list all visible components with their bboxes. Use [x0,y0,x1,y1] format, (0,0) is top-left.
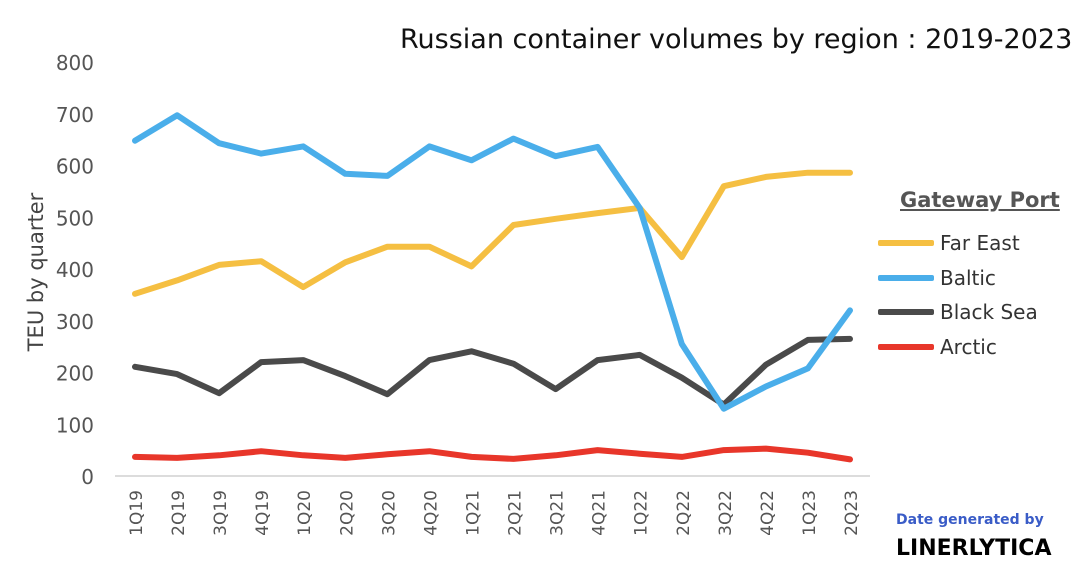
x-tick-label: 3Q22 [716,490,736,536]
legend: Gateway Port Far East Baltic Black Sea A… [878,188,1060,364]
credit-text: Date generated by [896,512,1044,528]
x-tick-label: 1Q21 [463,490,483,536]
legend-swatch-baltic [878,274,934,281]
legend-swatch-arctic [878,343,934,350]
y-tick-label: 600 [56,155,94,179]
y-axis-ticks: 0 100 200 300 400 500 600 700 800 [56,51,94,489]
y-tick-label: 100 [56,413,94,437]
x-tick-label: 4Q19 [253,490,273,536]
chart-title: Russian container volumes by region : 20… [400,24,1073,55]
y-tick-label: 700 [56,103,94,127]
legend-item-baltic: Baltic [878,261,1060,296]
x-tick-label: 3Q19 [211,490,231,536]
legend-label-arctic: Arctic [940,334,997,359]
x-tick-label: 1Q23 [800,490,820,536]
x-tick-label: 4Q22 [758,490,778,536]
x-tick-label: 3Q20 [379,490,399,536]
series-line-black-sea [132,335,853,408]
y-tick-label: 500 [56,206,94,230]
legend-label-baltic: Baltic [940,265,996,290]
y-tick-label: 0 [81,465,94,489]
legend-swatch-black-sea [878,309,934,316]
x-tick-label: 2Q22 [674,490,694,536]
x-tick-label: 1Q22 [632,490,652,536]
legend-label-black-sea: Black Sea [940,300,1038,325]
y-axis-label: TEU by quarter [24,192,48,352]
x-tick-label: 4Q21 [590,490,610,536]
legend-item-arctic: Arctic [878,330,1060,365]
series-lines [132,112,853,463]
legend-swatch-far-east [878,240,934,247]
x-tick-label: 3Q21 [548,490,568,536]
y-tick-label: 400 [56,258,94,282]
legend-item-far-east: Far East [878,226,1060,261]
legend-title: Gateway Port [900,188,1060,212]
brand-logo-text: LINERLYTICA [896,536,1052,561]
x-tick-label: 2Q19 [169,490,189,536]
series-line-baltic [132,112,853,412]
x-tick-label: 4Q20 [421,490,441,536]
x-tick-label: 2Q21 [506,490,526,536]
series-line-arctic [132,445,853,463]
x-tick-label: 2Q23 [842,490,862,536]
series-line-far-east [132,169,853,297]
y-tick-label: 800 [56,51,94,75]
x-tick-label: 1Q19 [127,490,147,536]
y-tick-label: 200 [56,362,94,386]
x-axis-ticks: 1Q19 2Q19 3Q19 4Q19 1Q20 2Q20 3Q20 4Q20 1Q21 2Q21… [127,490,862,536]
x-tick-label: 2Q20 [337,490,357,536]
legend-label-far-east: Far East [940,231,1020,256]
y-tick-label: 300 [56,310,94,334]
legend-item-black-sea: Black Sea [878,295,1060,330]
x-tick-label: 1Q20 [295,490,315,536]
